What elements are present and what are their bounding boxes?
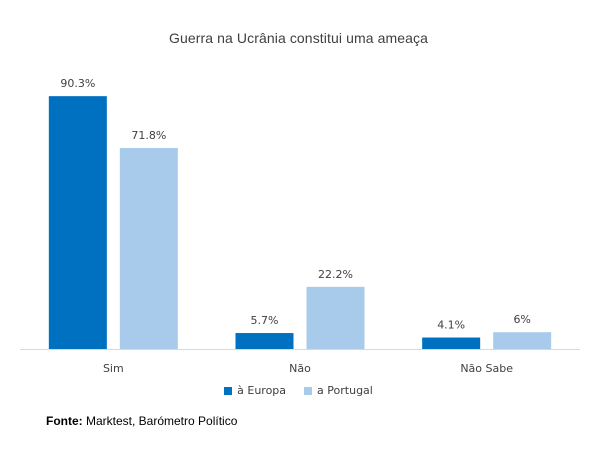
legend-item-portugal[interactable]: a Portugal <box>304 384 373 397</box>
source-text: Marktest, Barómetro Político <box>82 414 238 428</box>
legend-label-europa: à Europa <box>237 384 287 397</box>
legend-label-portugal: a Portugal <box>317 384 373 397</box>
data-label-portugal-2: 6% <box>513 313 530 326</box>
category-label-0: Sim <box>103 362 124 375</box>
data-label-portugal-0: 71.8% <box>131 129 166 142</box>
bar-europa-0 <box>48 96 107 349</box>
category-label-1: Não <box>289 362 311 375</box>
data-label-europa-0: 90.3% <box>60 77 95 90</box>
data-label-portugal-1: 22.2% <box>318 268 353 281</box>
source-note: Fonte: Marktest, Barómetro Político <box>46 414 237 428</box>
data-label-europa-1: 5.7% <box>251 314 279 327</box>
chart-title: Guerra na Ucrânia constitui uma ameaça <box>168 30 429 46</box>
bar-portugal-1 <box>306 286 365 349</box>
data-label-europa-2: 4.1% <box>437 319 465 332</box>
source-label: Fonte: <box>46 414 83 428</box>
legend-item-europa[interactable]: à Europa <box>224 384 286 397</box>
bar-europa-1 <box>235 333 294 349</box>
chart-legend: à Europa a Portugal <box>0 384 597 397</box>
category-label-2: Não Sabe <box>460 362 513 375</box>
bar-portugal-0 <box>119 147 178 349</box>
bar-europa-2 <box>422 337 481 349</box>
bar-portugal-2 <box>493 332 552 349</box>
legend-swatch-portugal <box>304 386 313 395</box>
legend-swatch-europa <box>224 386 233 395</box>
